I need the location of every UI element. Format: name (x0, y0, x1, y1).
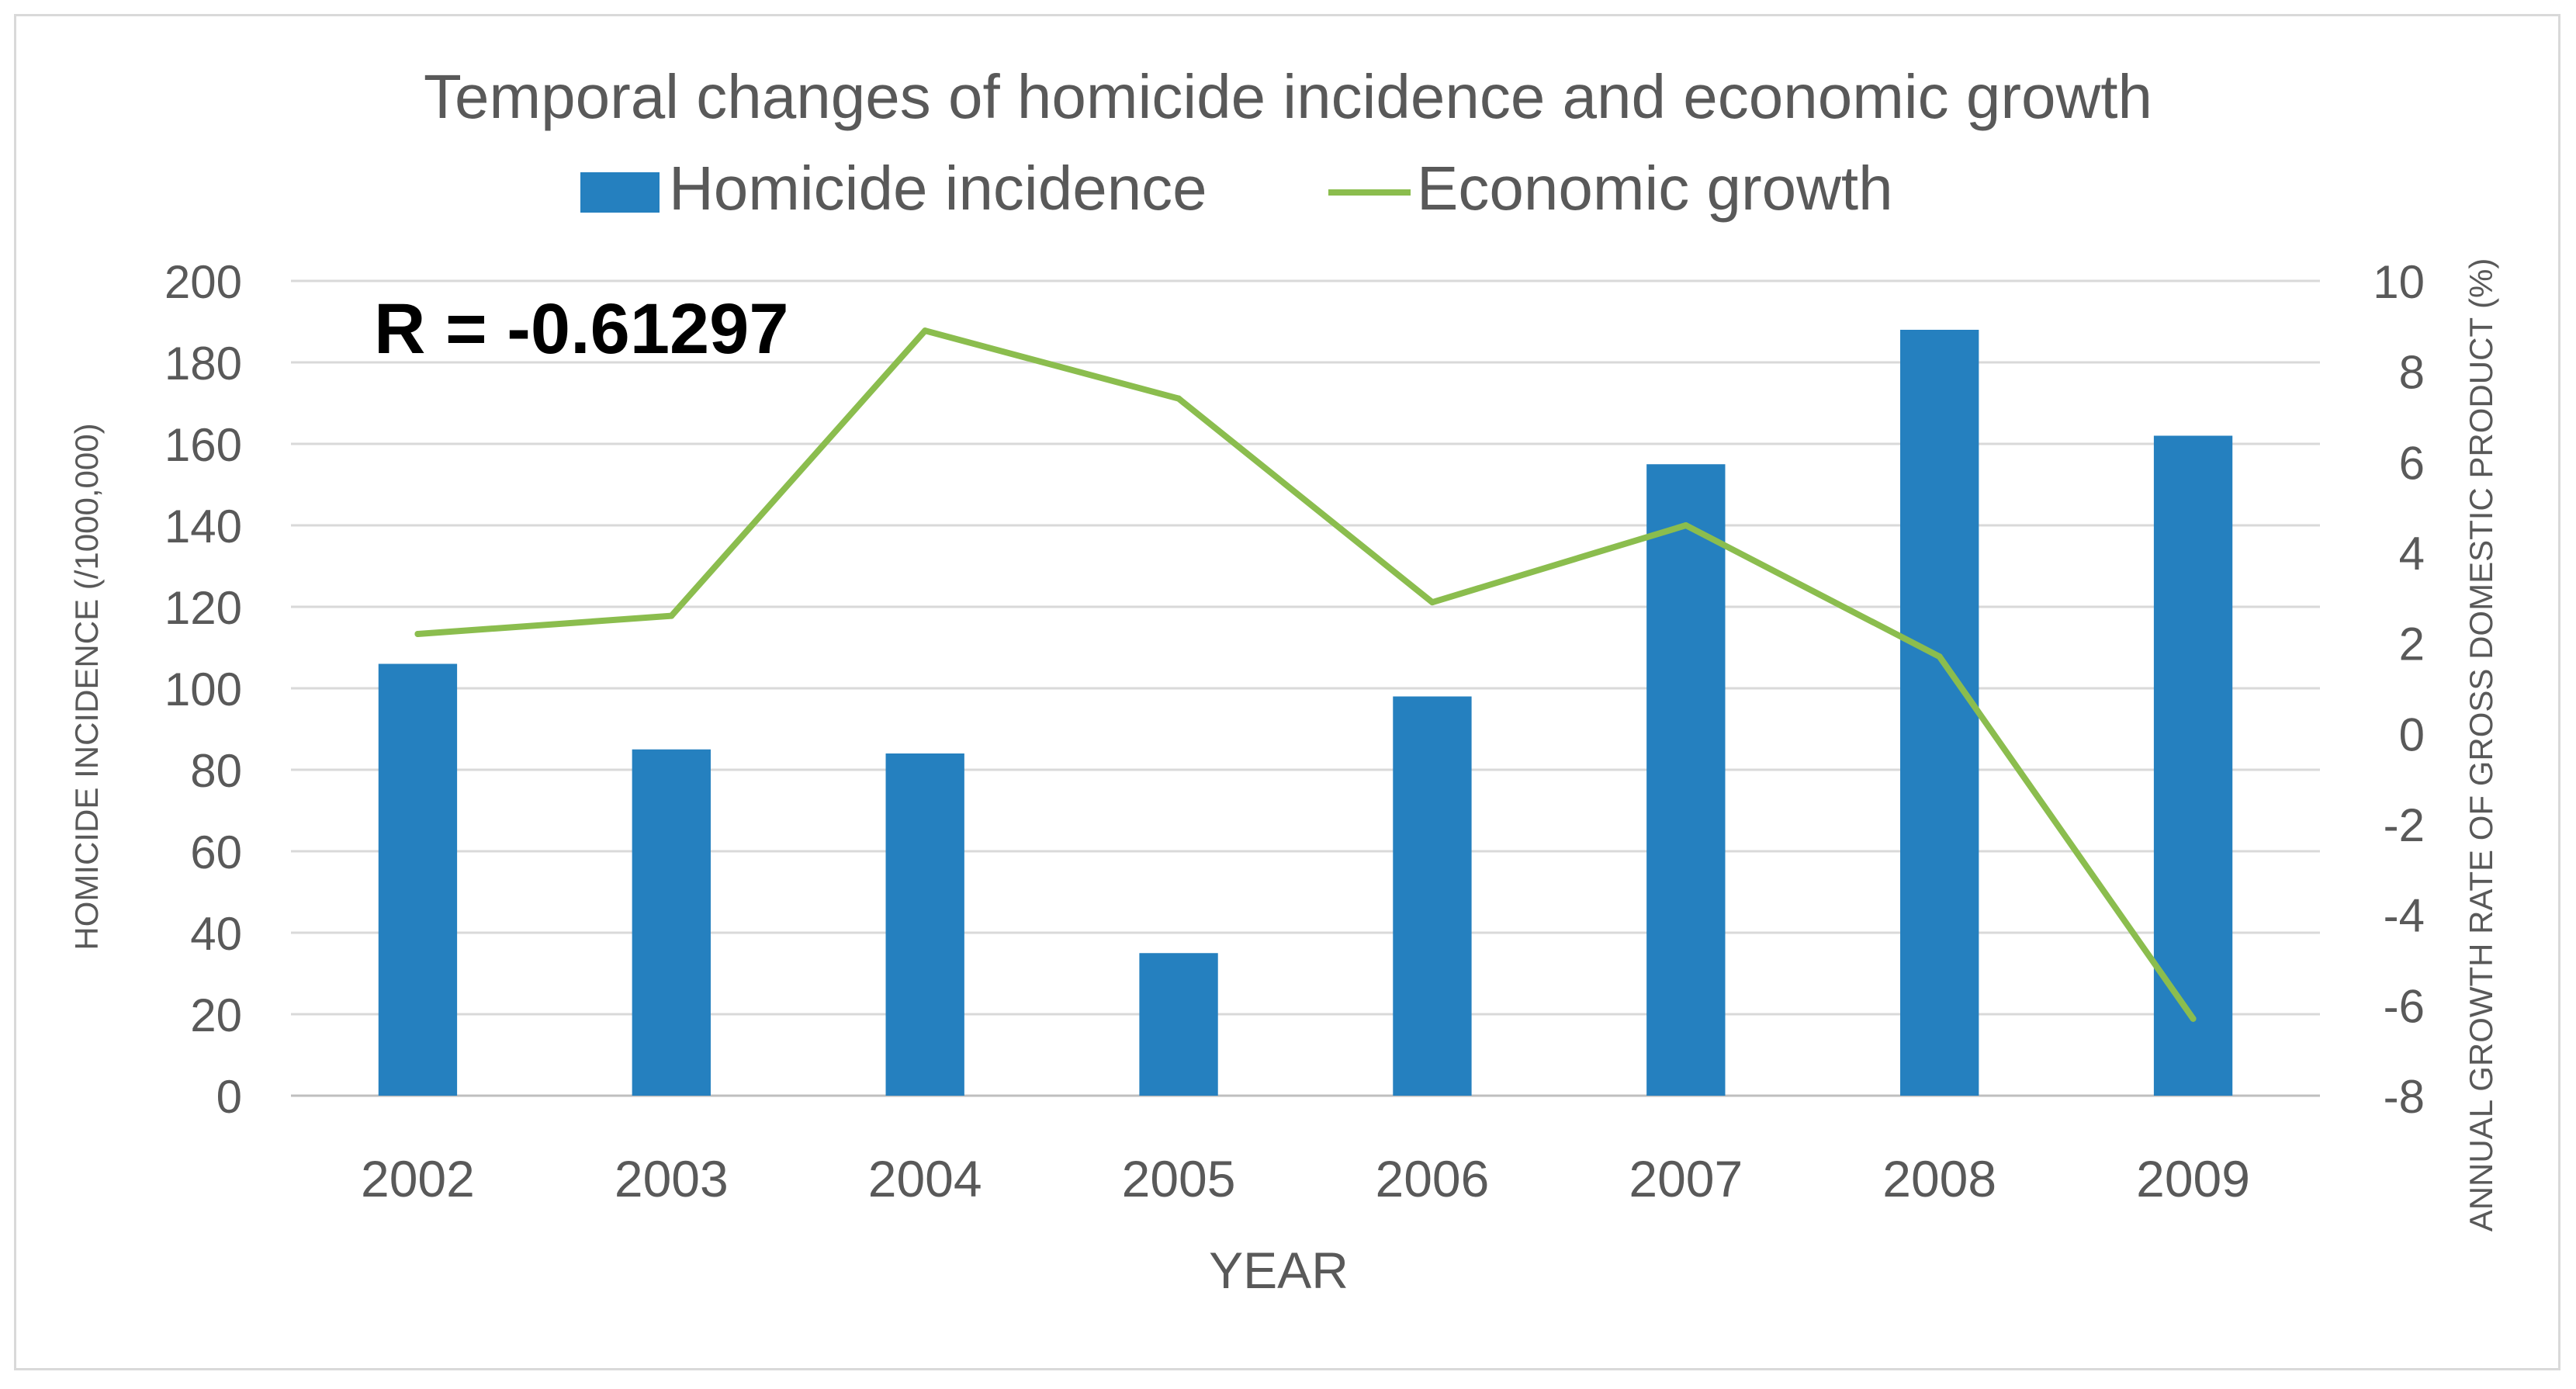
bar-2003 (632, 749, 711, 1096)
y2-tick-label: 2 (2399, 618, 2425, 670)
x-tick-label: 2002 (361, 1150, 475, 1207)
bar-series (378, 330, 2233, 1096)
legend-label-homicide: Homicide incidence (669, 154, 1207, 223)
y-tick-label: 100 (164, 663, 242, 715)
line-series (414, 327, 2197, 1022)
economic-growth-line (414, 327, 2197, 1022)
line-point-2008 (1936, 653, 1943, 660)
x-tick-label: 2004 (868, 1150, 982, 1207)
y2-tick-label: 8 (2399, 347, 2425, 399)
y-tick-label: 200 (164, 256, 242, 308)
y-tick-label: 140 (164, 501, 242, 552)
y-tick-label: 40 (190, 908, 242, 960)
y2-tick-label: 0 (2399, 708, 2425, 760)
y-axis-label: HOMICIDE INCIDENCE (/1000,000) (68, 423, 105, 950)
line-point-2002 (414, 631, 421, 637)
legend-label-economic: Economic growth (1417, 154, 1893, 223)
legend-swatch-homicide (580, 172, 660, 213)
y-tick-label: 180 (164, 338, 242, 390)
x-axis-label: YEAR (1209, 1242, 1349, 1299)
y-tick-label: 80 (190, 745, 242, 797)
line-point-2003 (668, 612, 675, 619)
bar-2005 (1139, 953, 1218, 1096)
x-tick-label: 2009 (2136, 1150, 2250, 1207)
legend: Homicide incidence Economic growth (580, 154, 1893, 223)
y2-tick-label: -4 (2384, 890, 2425, 942)
y2-tick-label: 10 (2373, 256, 2425, 308)
bar-2006 (1393, 696, 1472, 1096)
gridlines (291, 279, 2320, 1097)
y-tick-label: 60 (190, 826, 242, 878)
bar-2004 (885, 753, 964, 1096)
line-point-2009 (2190, 1015, 2197, 1022)
x-tick-label: 2005 (1122, 1150, 1236, 1207)
y2-tick-label: -2 (2384, 799, 2425, 851)
line-point-2006 (1428, 599, 1435, 606)
correlation-annotation: R = -0.61297 (374, 289, 788, 369)
x-axis-ticks: 2002 2003 2004 2005 2006 2007 2008 2009 (361, 1150, 2250, 1207)
line-point-2004 (922, 327, 929, 334)
chart-title: Temporal changes of homicide incidence a… (424, 62, 2152, 131)
y-tick-label: 120 (164, 582, 242, 634)
line-point-2007 (1682, 522, 1689, 528)
x-tick-label: 2007 (1629, 1150, 1743, 1207)
bar-2007 (1646, 464, 1726, 1096)
y-tick-label: 20 (190, 989, 242, 1041)
y2-tick-label: 6 (2399, 437, 2425, 489)
y2-tick-label: 4 (2399, 528, 2425, 580)
right-axis-ticks: -8 -6 -4 -2 0 2 4 6 8 10 (2373, 256, 2425, 1123)
x-tick-label: 2006 (1376, 1150, 1490, 1207)
y2-tick-label: -8 (2384, 1071, 2425, 1123)
y2-axis-label: ANNUAL GROWTH RATE OF GROSS DOMESTIC PRO… (2463, 258, 2499, 1232)
y-tick-label: 0 (216, 1071, 242, 1123)
x-tick-label: 2008 (1882, 1150, 1996, 1207)
bar-2008 (1900, 330, 1979, 1096)
bar-2002 (378, 663, 458, 1096)
y2-tick-label: -6 (2384, 980, 2425, 1032)
y-tick-label: 160 (164, 419, 242, 471)
bar-2009 (2153, 435, 2233, 1096)
left-axis-ticks: 0 20 40 60 80 100 120 140 160 180 200 (164, 256, 242, 1123)
x-tick-label: 2003 (615, 1150, 729, 1207)
line-point-2005 (1175, 395, 1182, 402)
